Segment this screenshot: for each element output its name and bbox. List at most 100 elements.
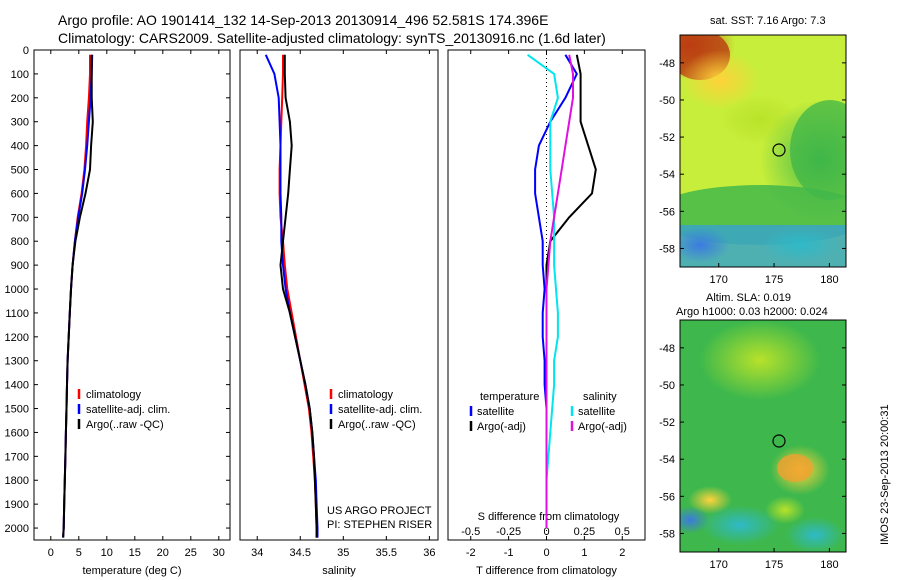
map-y-tick-label: -58 [659,243,675,255]
map-x-tick-label: 170 [710,274,728,286]
legend-label: climatology [86,389,142,401]
x-top-tick-label: -0.5 [461,526,480,538]
series-line-1 [545,54,597,528]
series-line-2 [279,54,318,538]
x-top-tick-label: 0 [543,526,549,538]
argo-location-marker [772,434,786,448]
y-tick-label: 1200 [5,332,29,344]
map-y-tick-label: -54 [659,169,675,181]
legend-label: satellite [578,406,615,418]
y-tick-label: 500 [11,165,29,177]
map-x-tick-label: 175 [765,274,783,286]
sla-map: 170 175 180 -48 -50 -52 -54 -56 -58 Altim. SLA: … [659,292,847,571]
y-tick-label: 100 [11,69,29,81]
x-tick-label: 34.5 [290,547,311,559]
x-tick-label: 35.5 [376,547,397,559]
y-tick-label: 1700 [5,451,29,463]
sla-map-title: Altim. SLA: 0.019 [706,292,791,304]
map-x-tick-label: 170 [710,559,728,571]
map-y-tick-label: -48 [659,58,675,70]
y-tick-label: 2000 [5,523,29,535]
y-tick-label: 1100 [5,308,29,320]
y-tick-label: 900 [11,260,29,272]
x-tick-label: -1 [504,547,514,559]
map-y-tick-label: -56 [659,491,675,503]
legend-label: Argo(-adj) [477,421,526,433]
y-tick-label: 600 [11,188,29,200]
sst-map: 170 175 180 -48 -50 -52 -54 -56 -58 sat. SST: 7.… [659,15,847,286]
x-tick-label: 0 [543,547,549,559]
figure-title-line1: Argo profile: AO 1901414_132 14-Sep-2013… [58,12,548,28]
y-tick-label: 1500 [5,404,29,416]
x-tick-label: 25 [185,547,197,559]
figure-title-line2: Climatology: CARS2009. Satellite-adjuste… [58,30,606,46]
x-tick-label: 35 [337,547,349,559]
map-y-tick-label: -48 [659,343,675,355]
series-line-1 [62,54,94,538]
y-tick-label: 200 [11,93,29,105]
y-tick-label: 800 [11,236,29,248]
legend-label: satellite [477,406,514,418]
x-tick-label: 36 [423,547,435,559]
y-tick-label: 1900 [5,499,29,511]
series-line-3 [545,54,574,528]
series-line-2 [527,53,559,528]
y-tick-label: 400 [11,141,29,153]
diff-xlabel: T difference from climatology [476,565,617,577]
diff-xlabel-top: S difference from climatology [478,511,620,523]
temp-plot-frame [33,49,231,541]
y-tick-label: 0 [23,45,29,57]
map-x-tick-label: 180 [820,559,838,571]
sal-plot-frame [239,49,439,541]
map-y-tick-label: -50 [659,380,675,392]
legend-label: Argo(..raw -QC) [338,419,416,431]
map-x-tick-label: 175 [765,559,783,571]
legend-label: climatology [338,389,394,401]
legend-label: satellite-adj. clim. [86,404,170,416]
imos-stamp: IMOS 23-Sep-2013 20:00:31 [879,404,891,545]
x-tick-label: 20 [157,547,169,559]
x-tick-label: 5 [76,547,82,559]
map-y-tick-label: -56 [659,206,675,218]
salinity-panel: 34 34.5 35 35.5 36 salinity climatology satelli… [239,49,439,577]
x-tick-label: 2 [619,547,625,559]
y-tick-label: 1400 [5,380,29,392]
sst-map-title: sat. SST: 7.16 Argo: 7.3 [710,15,826,27]
map-y-tick-label: -54 [659,454,675,466]
series-line-0 [62,54,91,538]
legend-label: Argo(-adj) [578,421,627,433]
legend-label: Argo(..raw -QC) [86,419,164,431]
x-tick-label: 1 [581,547,587,559]
y-tick-label: 700 [11,212,29,224]
sla-map-subtitle: Argo h1000: 0.03 h2000: 0.024 [676,306,828,318]
legend-label: satellite-adj. clim. [338,404,422,416]
x-tick-label: 30 [213,547,225,559]
map-y-tick-label: -52 [659,132,675,144]
x-tick-label: 10 [101,547,113,559]
argo-location-marker [772,143,786,157]
temperature-panel: 0100200300400500600700800900100011001200… [5,45,231,577]
difference-panel: -2 -1 0 1 2T difference from climatology S di… [447,49,646,577]
legend-title-salinity: salinity [583,391,617,403]
legend-title-temperature: temperature [480,391,539,403]
x-top-tick-label: -0.25 [496,526,521,538]
series-line-2 [62,54,94,538]
y-tick-label: 1600 [5,427,29,439]
x-tick-label: -2 [466,547,476,559]
y-tick-label: 1800 [5,475,29,487]
x-tick-label: 34 [251,547,263,559]
map-y-tick-label: -58 [659,528,675,540]
x-top-tick-label: 0.5 [615,526,630,538]
map-y-tick-label: -52 [659,417,675,429]
x-top-tick-label: 0.25 [574,526,595,538]
series-line-1 [264,54,319,538]
pi-annotation: PI: STEPHEN RISER [327,519,432,531]
x-tick-label: 15 [129,547,141,559]
x-tick-label: 0 [48,547,54,559]
map-y-tick-label: -50 [659,95,675,107]
project-annotation: US ARGO PROJECT [327,505,432,517]
y-tick-label: 1000 [5,284,29,296]
y-tick-label: 1300 [5,356,29,368]
y-tick-label: 300 [11,117,29,129]
